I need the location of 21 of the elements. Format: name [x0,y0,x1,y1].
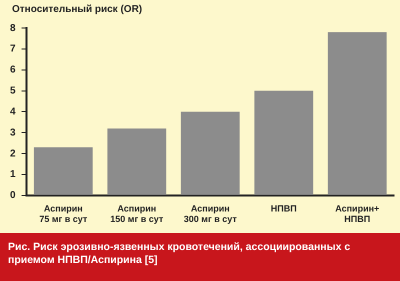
y-tick-label: 2 [10,148,16,160]
x-tick-label: Аспирин 150 мг в сут [110,203,164,224]
x-tick-label: Аспирин 75 мг в сут [39,203,88,224]
y-tick-label: 3 [10,127,16,138]
bar [180,112,240,195]
y-tick-label: 4 [10,106,16,118]
x-tick-label: Аспирин 300 мг в сут [184,203,238,224]
y-tick-label: 6 [10,64,16,76]
bar [328,32,387,195]
y-tick-label: 8 [10,22,16,34]
bar [34,147,93,195]
bar [107,128,166,195]
y-axis-title: Относительный риск (OR) [12,4,142,15]
x-tick-label: Аспирин+ НПВП [335,203,380,224]
y-tick-label: 0 [10,190,16,202]
bar [254,90,314,195]
x-tick-label: НПВП [270,203,297,214]
y-tick-label: 7 [10,44,16,55]
y-tick-label: 1 [10,169,16,180]
text: Рис. Риск эрозивно-язвенных кровотечений, ассоциированных с приемом НПВП/Аспирина [5] [0,233,400,281]
y-tick-label: 5 [10,86,16,97]
